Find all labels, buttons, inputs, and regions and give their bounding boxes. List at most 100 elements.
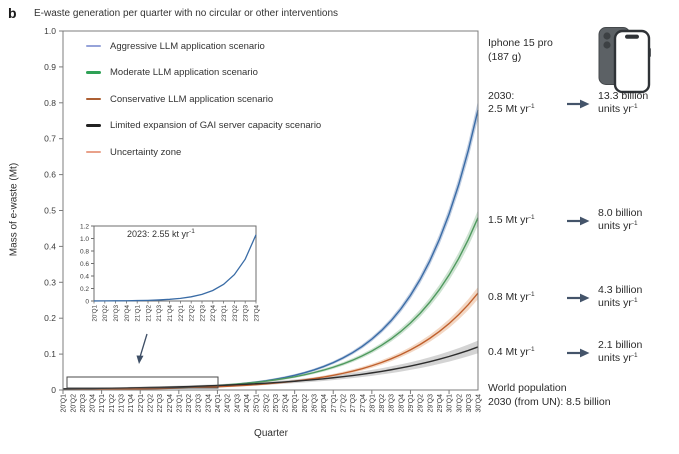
svg-text:26'Q4: 26'Q4 — [321, 394, 328, 413]
inset-chart: 0 0.2 0.4 0.6 0.8 1.0 1.2 20'Q1 20'Q2 20'Q3 20'Q4 2… — [80, 224, 260, 322]
rate-row-moderate: 1.5 Mt yr-1 8.0 billion units yr-1 — [488, 207, 643, 232]
legend-item-moderate: Moderate LLM application scenario — [86, 65, 321, 81]
svg-text:27'Q1: 27'Q1 — [331, 394, 338, 413]
svg-text:20'Q4: 20'Q4 — [90, 394, 97, 413]
svg-text:0.4: 0.4 — [44, 241, 56, 251]
rate-row-2030-aggressive: 2030: 2.5 Mt yr-1 13.3 billion units yr-… — [488, 90, 649, 115]
svg-text:29'Q4: 29'Q4 — [437, 394, 444, 413]
svg-text:21'Q3: 21'Q3 — [119, 394, 126, 413]
panel-label: b — [8, 5, 17, 21]
svg-text:23'Q4: 23'Q4 — [253, 305, 260, 322]
svg-text:22'Q3: 22'Q3 — [157, 394, 164, 413]
svg-text:0.6: 0.6 — [44, 170, 56, 180]
x-axis-labels: 20'Q1 20'Q2 20'Q3 20'Q4 21'Q1 21'Q2 21'Q3 21'Q4… — [61, 394, 483, 413]
svg-text:27'Q3: 27'Q3 — [350, 394, 357, 413]
scenario-curves — [62, 109, 479, 391]
right-arrow-icon — [567, 293, 590, 302]
svg-text:23'Q3: 23'Q3 — [196, 394, 203, 413]
svg-text:26'Q1: 26'Q1 — [292, 394, 299, 413]
svg-text:21'Q2: 21'Q2 — [145, 305, 152, 322]
svg-text:0.7: 0.7 — [44, 134, 56, 144]
right-arrow-icon — [567, 348, 590, 357]
y-axis-ticks: 0 0.1 0.2 0.3 0.4 0.5 0.6 0.7 0.8 0.9 1.0 — [44, 26, 63, 395]
world-population-note: World population 2030 (from UN): 8.5 bil… — [488, 382, 611, 408]
legend-item-limited-expansion: Limited expansion of GAI server capacity… — [86, 118, 321, 134]
svg-text:23'Q3: 23'Q3 — [243, 305, 250, 322]
conservative-line-swatch — [86, 97, 101, 101]
svg-text:24'Q2: 24'Q2 — [225, 394, 232, 413]
rate-row-conservative: 0.8 Mt yr-1 4.3 billion units yr-1 — [488, 284, 643, 309]
iphone-reference-label: Iphone 15 pro (187 g) — [488, 37, 553, 63]
svg-text:29'Q1: 29'Q1 — [408, 394, 415, 413]
svg-text:23'Q2: 23'Q2 — [232, 305, 239, 322]
svg-text:24'Q3: 24'Q3 — [234, 394, 241, 413]
svg-text:29'Q2: 29'Q2 — [418, 394, 425, 413]
right-arrow-icon — [567, 99, 590, 108]
figure-title: E-waste generation per quarter with no c… — [34, 8, 339, 19]
svg-text:23'Q1: 23'Q1 — [221, 305, 228, 322]
svg-text:22'Q1: 22'Q1 — [178, 305, 185, 322]
svg-text:1.2: 1.2 — [80, 224, 89, 231]
svg-text:24'Q4: 24'Q4 — [244, 394, 251, 413]
svg-text:26'Q2: 26'Q2 — [302, 394, 309, 413]
svg-text:20'Q2: 20'Q2 — [70, 394, 77, 413]
limited-expansion-line-swatch — [86, 124, 101, 127]
svg-text:0.2: 0.2 — [80, 286, 89, 293]
svg-text:20'Q4: 20'Q4 — [124, 305, 131, 322]
svg-text:0.4: 0.4 — [80, 274, 89, 281]
svg-text:28'Q3: 28'Q3 — [389, 394, 396, 413]
svg-text:22'Q4: 22'Q4 — [210, 305, 217, 322]
uncertainty-zone-swatch — [86, 150, 101, 154]
legend-item-conservative: Conservative LLM application scenario — [86, 91, 321, 107]
svg-text:23'Q4: 23'Q4 — [205, 394, 212, 413]
svg-text:30'Q1: 30'Q1 — [447, 394, 454, 413]
rate-row-limited: 0.4 Mt yr-1 2.1 billion units yr-1 — [488, 339, 643, 364]
right-arrow-icon — [567, 216, 590, 225]
svg-text:23'Q2: 23'Q2 — [186, 394, 193, 413]
y-axis-title: Mass of e-waste (Mt) — [8, 162, 20, 257]
svg-text:30'Q2: 30'Q2 — [456, 394, 463, 413]
svg-text:27'Q4: 27'Q4 — [360, 394, 367, 413]
iphone-icon — [596, 26, 652, 101]
svg-text:0: 0 — [85, 299, 89, 306]
svg-text:28'Q2: 28'Q2 — [379, 394, 386, 413]
legend-item-uncertainty-zone: Uncertainty zone — [86, 144, 321, 160]
aggressive-line-swatch — [86, 44, 101, 48]
x-axis-title: Quarter — [254, 428, 288, 439]
svg-text:20'Q3: 20'Q3 — [113, 305, 120, 322]
svg-text:30'Q4: 30'Q4 — [476, 394, 483, 413]
svg-text:0.8: 0.8 — [44, 98, 56, 108]
svg-text:21'Q4: 21'Q4 — [167, 305, 174, 322]
svg-text:24'Q1: 24'Q1 — [215, 394, 222, 413]
svg-text:0.2: 0.2 — [44, 313, 56, 323]
svg-text:21'Q1: 21'Q1 — [99, 394, 106, 413]
svg-text:0.9: 0.9 — [44, 62, 56, 72]
svg-text:28'Q4: 28'Q4 — [398, 394, 405, 413]
legend-item-aggressive: Aggressive LLM application scenario — [86, 38, 321, 54]
svg-text:0.3: 0.3 — [44, 277, 56, 287]
svg-text:29'Q3: 29'Q3 — [427, 394, 434, 413]
svg-text:21'Q1: 21'Q1 — [135, 305, 142, 322]
svg-text:22'Q4: 22'Q4 — [167, 394, 174, 413]
svg-text:23'Q1: 23'Q1 — [176, 394, 183, 413]
svg-text:21'Q4: 21'Q4 — [128, 394, 135, 413]
svg-text:25'Q1: 25'Q1 — [254, 394, 261, 413]
svg-text:20'Q1: 20'Q1 — [61, 394, 68, 413]
svg-text:22'Q3: 22'Q3 — [199, 305, 206, 322]
inset-source-region — [66, 376, 219, 389]
inset-pointer-arrow — [136, 333, 148, 364]
svg-text:0.8: 0.8 — [80, 249, 89, 256]
svg-text:0.1: 0.1 — [44, 349, 56, 359]
svg-text:21'Q2: 21'Q2 — [109, 394, 116, 413]
svg-text:30'Q3: 30'Q3 — [466, 394, 473, 413]
inset-annotation-2023: 2023: 2.55 kt yr-1 — [127, 228, 195, 239]
svg-text:25'Q4: 25'Q4 — [283, 394, 290, 413]
svg-text:0.6: 0.6 — [80, 261, 89, 268]
svg-text:25'Q3: 25'Q3 — [273, 394, 280, 413]
x-axis-ticks — [62, 390, 450, 394]
svg-text:22'Q2: 22'Q2 — [147, 394, 154, 413]
svg-text:1.0: 1.0 — [80, 236, 89, 243]
moderate-line-swatch — [86, 71, 101, 74]
